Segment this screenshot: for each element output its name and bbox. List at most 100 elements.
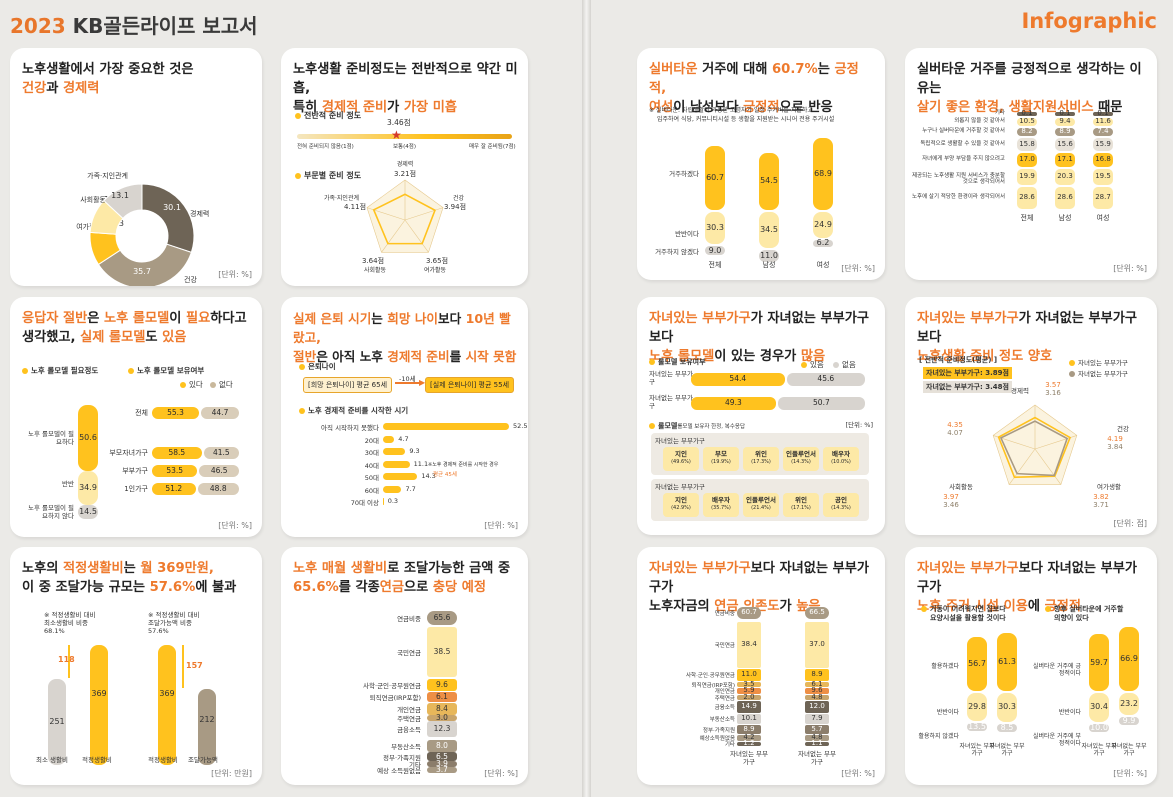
slice-value: 13.1 [111,191,129,200]
pension-value: 9.6 [436,680,448,689]
col-label: 자녀있는 부부가구 [730,750,768,766]
reason-label: 노후에 살기 적당한 환경이라 생각되어서 [911,194,1005,200]
reason-bar [1017,153,1037,167]
reason-value: 9.4 [1059,117,1071,126]
reason-label: 제공되는 노후생활 지원 서비스가 충분할 것으로 생각되어서 [911,172,1005,185]
pension-bar [737,607,761,619]
reason-bar [1055,118,1075,127]
pension-bar [427,761,457,767]
donut-slice [141,183,195,254]
legend-without: 자녀없는 부부가구 [1069,368,1128,378]
rolemodel-chip: 배우자 (35.7%) [703,493,739,517]
pension-label: 부동산소득 [391,743,421,751]
pension-value: 9.6 [811,686,823,694]
chip-pct: (21.4%) [751,505,771,511]
unit-label: [단위: 점] [1113,519,1147,528]
yes-value: 54.5 [760,176,778,186]
pension-value: 6.1 [436,692,448,701]
reason-bar [1055,153,1075,167]
title-line1: 응답자 절반은 노후 롤모델이 필요하다고 [22,309,252,328]
reason-bar [1093,118,1113,127]
section-label: 롤모델 [658,422,678,430]
pension-value: 1.1 [811,739,823,747]
radar-axis [381,219,406,253]
no-bar [997,723,1017,732]
section-care: 거동이 어려워지면 집보다 요양시설을 활용할 것이다 [921,605,1006,623]
no-bar [759,250,779,262]
need-value: 50.6 [79,433,97,442]
reason-bar [1093,186,1113,210]
yes-bar [813,137,833,210]
row-label: 실버타운 거주에 부정적이다 [1033,733,1081,747]
section-label: 은퇴나이 [308,362,336,371]
star-icon: ★ [391,128,402,142]
chip-name: 인플루언서 [746,496,776,504]
legend-label: 자녀있는 부부가구 [1078,359,1128,367]
radar-value-a: 4.19 [1107,435,1123,443]
legend-label: 있다 [189,380,203,389]
bar-proper [90,645,108,765]
t: 절반 [293,349,317,364]
row-label: 자녀없는 부부가구 [649,394,693,410]
pension-bar [737,622,761,668]
pension-value: 3.7 [436,765,448,774]
pension-value: 10.1 [741,714,757,722]
pension-label: 퇴직연금(IRP포함) [369,694,421,702]
reason-value: 28.6 [1019,193,1035,201]
unit-label: [단위: %] [1113,264,1147,273]
t: 긍정적, [649,62,859,96]
row-label: 거주하겠다 [669,170,699,178]
radar-label: 여가생활 [1097,482,1121,491]
pension-bar [427,767,457,773]
card-title: 자녀있는 부부가구가 자녀없는 부부가구보다 노후 롤모델이 있는 경우가 많음 [649,309,875,366]
start-value: 0.3 [387,497,399,505]
section-sub: 롤모델 보유자 한정, 복수응답 [677,424,746,430]
radar-label: 건강 [1117,424,1129,433]
report-year: 2023 [10,14,66,38]
t: 연금 의존도 [714,599,780,614]
chip-name: 위인 [755,450,767,458]
chip-pct: (17.1%) [791,505,811,511]
legend-no: 없다 [210,379,233,390]
start-row-label: 70대 이상 [350,499,379,507]
pension-value: 1.2 [743,739,755,747]
definition-note: ※ 실버타운: 자립생활이 가능한 고령자가 일정 주거비를 지불하고 입주하여 … [649,106,834,124]
pension-bar [427,703,457,715]
t: 으로 반응 [779,100,833,115]
t: 로 조달가능한 금액 중 [387,561,511,576]
x-label: 최소 생활비 [36,756,68,764]
slice-label: 사회활동 [80,195,106,204]
pension-bar [805,714,829,724]
t: 노후의 [22,561,63,576]
chip-name: 위인 [795,496,807,504]
pension-label: 예상 소득원없음 [377,767,421,775]
reason-value: 19.9 [1019,171,1035,180]
t: 실제 은퇴 시기 [293,311,372,326]
radar-axis [404,207,444,221]
t: 경제적 준비 [387,349,450,364]
rolemodel-chip: 부모 (19.9%) [703,447,739,471]
reason-label: 독립적으로 생활할 수 있을 것 같아서 [920,140,1005,147]
pension-bar [737,714,761,724]
x-label: 적정생활비 [148,756,178,764]
radar-label: 건강 [453,194,465,202]
row-label: 부동산소득 [709,717,735,723]
x-label: 적정생활비 [82,756,112,764]
pension-value: 8.4 [436,704,448,713]
pension-value: 8.9 [811,670,823,678]
bar-available [198,689,216,765]
radar-series [997,416,1072,479]
radar-label: 가족·지인관계 [324,194,359,202]
section-label: 노후 경제적 준비를 시작한 시기 [308,406,409,415]
radar-axis [1034,448,1062,485]
unit-label: [단위: %] [218,521,252,530]
pension-value: 8.0 [436,741,448,750]
radar-series [372,193,436,245]
card-title: 실버타운 거주를 긍정적으로 생각하는 이유는 살기 좋은 환경, 생활지원서비스… [917,60,1147,117]
pension-label: 정부·가족지원 [383,753,421,762]
card-title: 실제 은퇴 시기는 희망 나이보다 10년 빨랐고, 절반은 아직 노후 경제적 … [293,309,518,366]
card-title: 노후의 적정생활비는 월 369만원, 이 중 조달가능 규모는 57.6%에 불… [22,559,252,597]
rolemodel-chip: 인플루언서 (21.4%) [743,493,779,517]
radar-series [999,420,1069,477]
